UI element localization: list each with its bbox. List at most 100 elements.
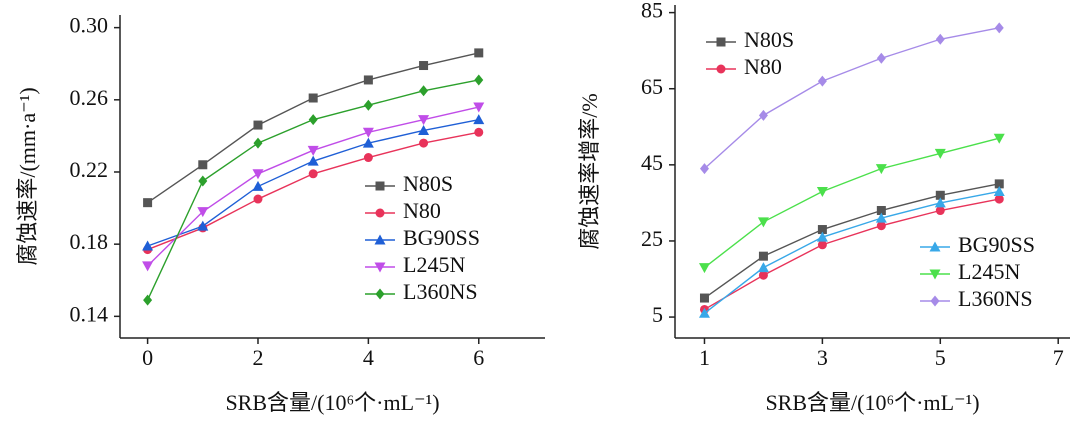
marker — [758, 109, 768, 121]
marker — [716, 37, 726, 47]
y-tick-label: 0.22 — [70, 157, 109, 182]
marker — [143, 198, 153, 208]
marker — [197, 207, 209, 218]
y-axis-label: 腐蚀速率增率/% — [577, 93, 602, 249]
marker — [375, 208, 385, 218]
marker — [876, 221, 886, 231]
x-tick-label: 1 — [699, 345, 710, 370]
series-line — [704, 183, 1000, 299]
marker — [419, 61, 429, 71]
marker — [474, 74, 484, 86]
x-axis-label: SRB含量/(10⁶个·mL⁻¹) — [225, 390, 439, 415]
marker — [817, 75, 827, 87]
marker — [418, 124, 430, 135]
y-tick-label: 5 — [652, 302, 663, 327]
marker — [307, 145, 319, 156]
marker — [253, 120, 263, 130]
marker — [876, 52, 886, 64]
legend-label: L360NS — [958, 286, 1033, 311]
y-tick-label: 45 — [641, 150, 663, 175]
x-tick-label: 3 — [817, 345, 828, 370]
marker — [363, 99, 373, 111]
marker — [994, 179, 1004, 189]
marker — [699, 163, 709, 175]
y-tick-label: 0.30 — [70, 13, 109, 38]
y-tick-label: 25 — [641, 226, 663, 251]
marker — [473, 102, 485, 113]
marker — [934, 148, 946, 159]
series-line — [704, 137, 1000, 269]
x-tick-label: 2 — [252, 345, 263, 370]
x-tick-label: 0 — [142, 345, 153, 370]
x-tick-label: 7 — [1053, 345, 1064, 370]
marker — [757, 217, 769, 228]
legend-label: N80S — [403, 171, 453, 196]
marker — [143, 294, 153, 306]
legend-label: N80S — [744, 27, 794, 52]
marker — [817, 240, 827, 250]
marker — [374, 262, 386, 273]
marker — [929, 269, 941, 280]
marker — [308, 169, 318, 179]
marker — [994, 22, 1004, 34]
legend-label: L245N — [403, 252, 465, 277]
marker — [419, 138, 429, 148]
y-tick-label: 0.14 — [70, 301, 109, 326]
marker — [758, 251, 768, 261]
x-tick-label: 6 — [473, 345, 484, 370]
marker — [930, 295, 940, 307]
y-tick-label: 85 — [641, 0, 663, 23]
marker — [198, 175, 208, 187]
marker — [197, 220, 209, 231]
marker — [362, 127, 374, 138]
y-tick-label: 0.18 — [70, 229, 109, 254]
marker — [993, 133, 1005, 144]
marker — [876, 206, 886, 216]
marker — [757, 262, 769, 273]
marker — [935, 190, 945, 200]
marker — [363, 153, 373, 163]
marker — [934, 197, 946, 208]
legend-label: L360NS — [403, 279, 478, 304]
marker — [698, 263, 710, 274]
marker — [253, 137, 263, 149]
marker — [308, 93, 318, 103]
marker — [994, 194, 1004, 204]
series-line — [704, 27, 1000, 170]
y-axis-label: 腐蚀速率/(mm·a⁻¹) — [15, 87, 40, 265]
legend-label: BG90SS — [403, 225, 480, 250]
y-tick-label: 65 — [641, 74, 663, 99]
marker — [362, 137, 374, 148]
x-tick-label: 5 — [935, 345, 946, 370]
marker — [198, 160, 208, 170]
marker — [474, 127, 484, 137]
marker — [363, 75, 373, 85]
marker — [374, 234, 386, 245]
marker — [375, 288, 385, 300]
marker — [142, 261, 154, 272]
marker — [142, 240, 154, 251]
marker — [816, 186, 828, 197]
marker — [418, 115, 430, 126]
marker — [307, 155, 319, 166]
marker — [308, 114, 318, 126]
marker — [253, 194, 263, 204]
x-axis-label: SRB含量/(10⁶个·mL⁻¹) — [765, 390, 979, 415]
marker — [699, 293, 709, 303]
marker — [419, 85, 429, 97]
marker — [816, 231, 828, 242]
legend-label: N80 — [403, 198, 441, 223]
marker — [993, 185, 1005, 196]
marker — [875, 212, 887, 223]
series-line — [704, 198, 1000, 311]
legend-label: N80 — [744, 54, 782, 79]
marker — [474, 48, 484, 58]
marker — [875, 164, 887, 175]
marker — [935, 206, 945, 216]
marker — [716, 64, 726, 74]
legend-label: L245N — [958, 259, 1020, 284]
marker — [929, 241, 941, 252]
legend-label: BG90SS — [958, 232, 1035, 257]
marker — [473, 114, 485, 125]
